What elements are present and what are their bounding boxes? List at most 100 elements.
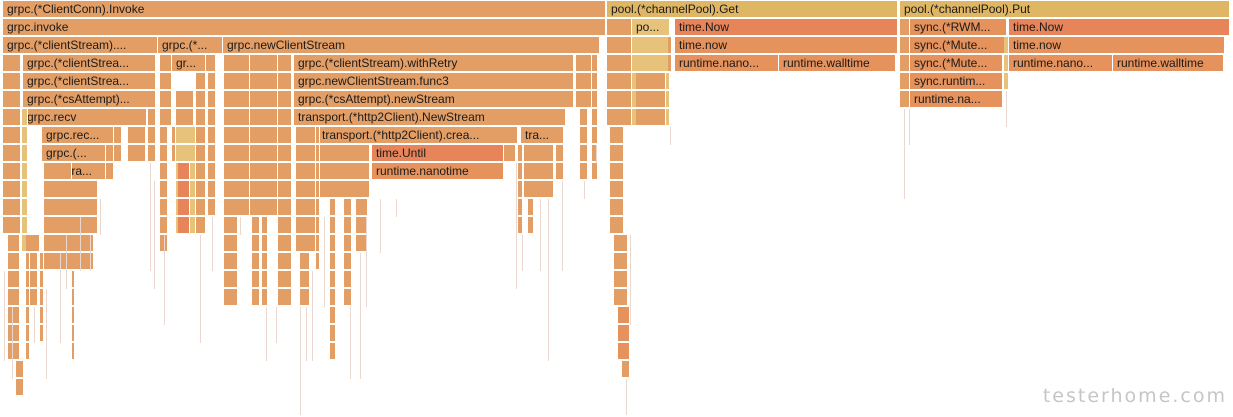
flame-frame-unlabeled[interactable] [208, 163, 216, 180]
flame-frame-unlabeled[interactable] [607, 73, 632, 90]
flame-frame-unlabeled[interactable] [316, 163, 320, 180]
flame-frame-unlabeled[interactable] [524, 181, 554, 198]
flame-frame-unlabeled[interactable] [8, 253, 20, 270]
flame-frame-unlabeled[interactable] [344, 235, 352, 252]
flame-frame-unlabeled[interactable] [3, 199, 21, 216]
flame-frame-unlabeled[interactable] [26, 307, 30, 324]
flame-frame-unlabeled[interactable] [208, 109, 216, 126]
flame-frame-unlabeled[interactable] [3, 109, 21, 126]
flame-frame-unlabeled[interactable] [22, 145, 28, 162]
flame-frame[interactable]: grpc.(... [42, 145, 106, 162]
flame-frame-unlabeled[interactable] [330, 325, 336, 342]
flame-frame-unlabeled[interactable] [607, 37, 632, 54]
flame-frame[interactable]: time.now [675, 37, 898, 54]
flame-frame-unlabeled[interactable] [344, 253, 352, 270]
flame-frame-unlabeled[interactable] [580, 145, 588, 162]
flame-frame-unlabeled[interactable] [900, 19, 910, 36]
flame-frame-unlabeled[interactable] [208, 55, 216, 72]
flame-frame-unlabeled[interactable] [278, 91, 292, 108]
flame-frame[interactable]: grpc.(*clientStream).withRetry [294, 55, 574, 72]
flame-frame-unlabeled[interactable] [224, 163, 250, 180]
flame-frame-unlabeled[interactable] [172, 145, 176, 162]
flame-frame-unlabeled[interactable] [160, 91, 172, 108]
flame-frame-unlabeled[interactable] [160, 163, 168, 180]
flame-frame[interactable]: sync.(*Mute... [910, 55, 1003, 72]
flame-frame-unlabeled[interactable] [160, 127, 168, 144]
flame-frame-unlabeled[interactable] [68, 199, 98, 216]
flame-frame-unlabeled[interactable] [356, 235, 368, 252]
flame-frame-unlabeled[interactable] [580, 109, 588, 126]
flame-frame-unlabeled[interactable] [528, 199, 534, 216]
flame-frame-unlabeled[interactable] [636, 109, 666, 126]
flame-frame[interactable]: pool.(*channelPool).Get [607, 1, 898, 18]
flame-frame-unlabeled[interactable] [40, 289, 44, 306]
flame-frame-unlabeled[interactable] [208, 145, 216, 162]
flame-frame-unlabeled[interactable] [518, 181, 523, 198]
flame-frame-unlabeled[interactable] [592, 127, 598, 144]
flame-frame-unlabeled[interactable] [262, 253, 268, 270]
flame-frame-unlabeled[interactable] [160, 217, 168, 234]
flame-frame-unlabeled[interactable] [224, 217, 238, 234]
flame-frame-unlabeled[interactable] [178, 163, 190, 180]
flame-frame[interactable]: sync.(*RWM... [910, 19, 1007, 36]
flame-frame-unlabeled[interactable] [176, 127, 196, 144]
flame-frame-unlabeled[interactable] [196, 127, 206, 144]
flame-frame[interactable]: grpc.(*csAttempt)... [23, 91, 156, 108]
flame-frame[interactable]: sync.(*Mute... [910, 37, 1007, 54]
flame-frame-unlabeled[interactable] [316, 217, 320, 234]
flame-frame[interactable]: grpc.(*... [158, 37, 223, 54]
flame-frame-unlabeled[interactable] [592, 145, 598, 162]
flame-frame-unlabeled[interactable] [524, 163, 554, 180]
flame-frame-unlabeled[interactable] [316, 145, 320, 162]
flame-frame-unlabeled[interactable] [300, 289, 310, 306]
flame-frame-unlabeled[interactable] [296, 145, 316, 162]
flame-frame-unlabeled[interactable] [8, 307, 20, 324]
flame-frame-unlabeled[interactable] [592, 73, 598, 90]
flame-frame-unlabeled[interactable] [224, 73, 250, 90]
flame-frame-unlabeled[interactable] [278, 271, 292, 288]
flame-frame-unlabeled[interactable] [356, 217, 368, 234]
flame-frame-unlabeled[interactable] [8, 289, 20, 306]
flame-frame-unlabeled[interactable] [668, 55, 672, 72]
flame-frame-unlabeled[interactable] [592, 91, 598, 108]
flame-frame-unlabeled[interactable] [576, 55, 592, 72]
flame-frame-unlabeled[interactable] [178, 199, 190, 216]
flame-frame[interactable]: grpc.newClientStream.func3 [294, 73, 574, 90]
flame-frame-unlabeled[interactable] [160, 181, 168, 198]
flame-frame-unlabeled[interactable] [44, 253, 72, 270]
flame-frame-unlabeled[interactable] [250, 73, 278, 90]
flame-frame-unlabeled[interactable] [68, 181, 98, 198]
flame-frame-unlabeled[interactable] [900, 55, 910, 72]
flame-frame-unlabeled[interactable] [610, 199, 624, 216]
flame-frame[interactable]: time.Until [372, 145, 504, 162]
flame-frame-unlabeled[interactable] [22, 163, 28, 180]
flame-frame-unlabeled[interactable] [128, 145, 146, 162]
flame-frame-unlabeled[interactable] [196, 217, 206, 234]
flame-frame-unlabeled[interactable] [622, 361, 630, 378]
flame-frame-unlabeled[interactable] [72, 325, 75, 342]
flame-frame-unlabeled[interactable] [148, 145, 156, 162]
flame-frame-unlabeled[interactable] [196, 145, 206, 162]
flame-frame-unlabeled[interactable] [8, 235, 20, 252]
flame-frame-unlabeled[interactable] [592, 55, 598, 72]
flame-frame-unlabeled[interactable] [26, 235, 40, 252]
flame-frame-unlabeled[interactable] [344, 271, 352, 288]
flame-frame-unlabeled[interactable] [278, 289, 292, 306]
flame-frame-unlabeled[interactable] [296, 199, 316, 216]
flame-frame-unlabeled[interactable] [224, 127, 250, 144]
flame-frame-unlabeled[interactable] [252, 271, 260, 288]
flame-frame-unlabeled[interactable] [614, 289, 628, 306]
flame-frame-unlabeled[interactable] [330, 199, 336, 216]
flame-frame-unlabeled[interactable] [72, 271, 75, 288]
flame-frame-unlabeled[interactable] [278, 235, 292, 252]
flame-frame-unlabeled[interactable] [70, 253, 94, 270]
flame-frame-unlabeled[interactable] [900, 73, 910, 90]
flame-frame-unlabeled[interactable] [610, 145, 624, 162]
flame-frame-unlabeled[interactable] [356, 199, 368, 216]
flame-frame-unlabeled[interactable] [262, 217, 268, 234]
flame-frame-unlabeled[interactable] [632, 55, 670, 72]
flame-frame-unlabeled[interactable] [300, 271, 310, 288]
flame-frame-unlabeled[interactable] [3, 145, 21, 162]
flame-frame-unlabeled[interactable] [22, 217, 28, 234]
flame-frame-unlabeled[interactable] [22, 109, 28, 126]
